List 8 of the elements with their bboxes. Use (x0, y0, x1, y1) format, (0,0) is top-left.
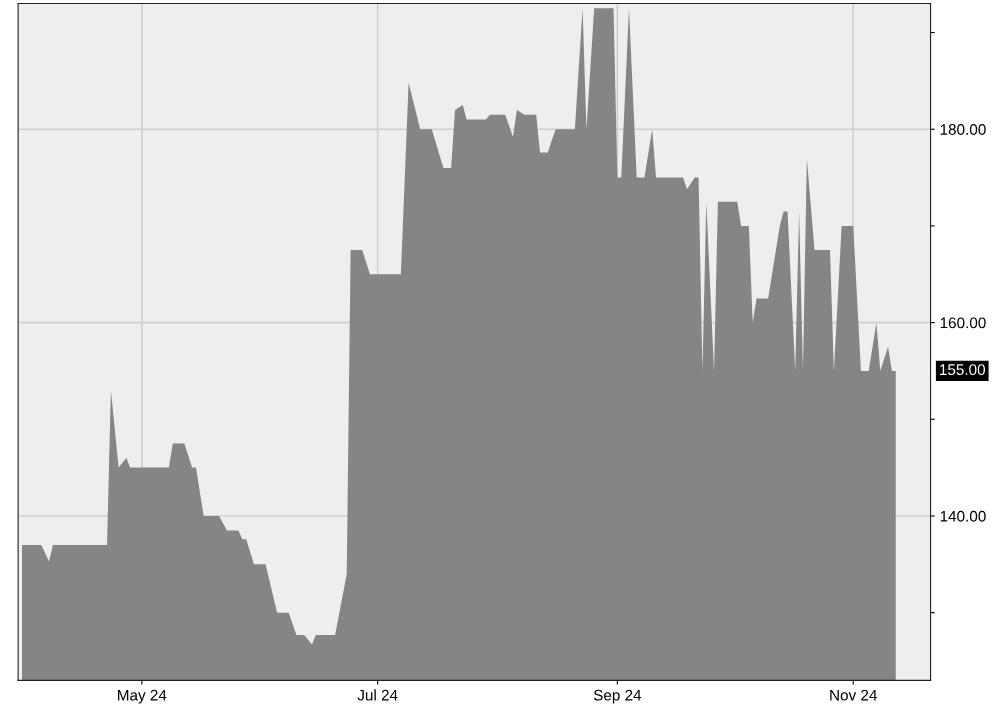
y-tick-label: 180.00 (940, 124, 986, 135)
y-tick-label: 140.00 (940, 510, 986, 522)
x-tick-label: May 24 (118, 689, 167, 704)
x-tick-label: Jul 24 (357, 689, 398, 701)
text: 155.00 (940, 364, 986, 376)
x-tick-label: Sep 24 (593, 689, 642, 704)
x-tick-label: Nov 24 (830, 689, 877, 701)
y-tick-label: 160.00 (940, 317, 986, 329)
